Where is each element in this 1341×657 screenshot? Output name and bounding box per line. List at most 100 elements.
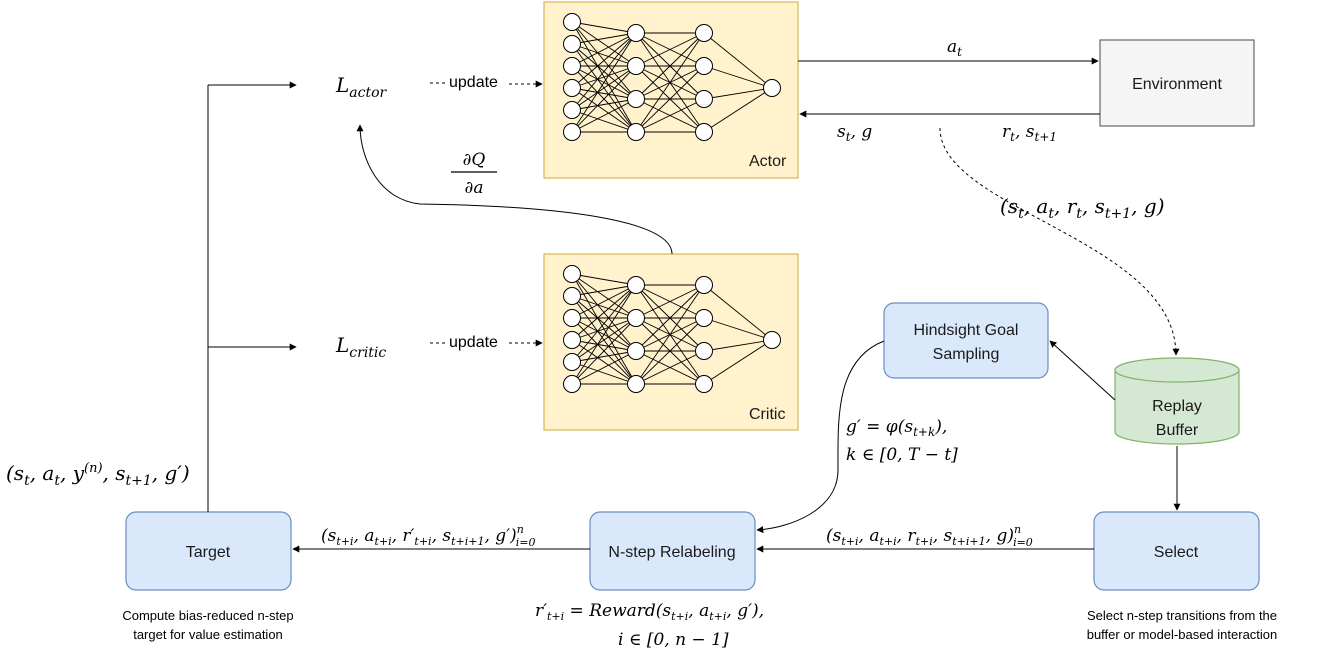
actor-network-graph: [563, 13, 781, 141]
reward-relabel-line2: i ∈ [0, n − 1]: [618, 630, 729, 650]
network-connection: [571, 65, 637, 89]
network-connection: [635, 350, 705, 385]
select-caption-line1: Select n-step transitions from the: [1087, 608, 1277, 623]
network-connection: [571, 295, 637, 319]
network-neuron: [763, 331, 781, 349]
network-connection: [571, 21, 637, 67]
network-neuron: [563, 331, 581, 349]
network-connection: [635, 32, 705, 100]
select-label: Select: [1154, 544, 1199, 561]
network-connection: [571, 284, 637, 297]
network-connection: [635, 65, 705, 133]
network-neuron: [627, 375, 645, 393]
target-label: Target: [186, 544, 231, 561]
network-connection: [571, 317, 637, 363]
network-connection: [635, 98, 705, 133]
replay-buffer-node: Replay Buffer: [1114, 357, 1240, 445]
actor-label: Actor: [749, 153, 787, 170]
network-connection: [571, 65, 637, 133]
network-neuron: [695, 309, 713, 327]
network-neuron: [695, 24, 713, 42]
network-neuron: [627, 57, 645, 75]
network-neuron: [695, 375, 713, 393]
network-neuron: [563, 375, 581, 393]
network-connection: [571, 350, 637, 385]
network-connection: [635, 284, 705, 319]
transition-tuple-label: (st, at, rt, st+1, g): [1000, 194, 1165, 222]
environment-node: Environment: [1099, 39, 1255, 127]
network-connection: [635, 32, 705, 133]
network-neuron: [563, 287, 581, 305]
network-connection: [703, 284, 773, 341]
network-neuron: [563, 265, 581, 283]
nstep-label: N-step Relabeling: [608, 544, 735, 561]
state-goal-label: st, g: [837, 122, 872, 144]
target-to-losses-edge: (st, at, y(n), st+1, g′): [6, 81, 297, 512]
target-tuple-label: (st, at, y(n), st+1, g′): [6, 461, 190, 489]
network-connection: [571, 284, 637, 341]
network-connection: [635, 317, 705, 385]
hindsight-label-line2: Sampling: [933, 346, 1000, 363]
critic-update-edge: update: [430, 334, 543, 351]
select-tuple-label: (st+i, at+i, rt+i, st+i+1, g)n i=0: [826, 523, 1033, 549]
network-connection: [703, 32, 773, 89]
network-connection: [571, 284, 637, 363]
network-connection: [571, 87, 637, 133]
network-connection: [571, 65, 637, 111]
critic-network-graph: [563, 265, 781, 393]
critic-loss-label: Lcritic: [335, 333, 386, 361]
target-caption-line1: Compute bias-reduced n-step: [122, 608, 293, 623]
network-connection: [703, 87, 773, 133]
network-connection: [571, 98, 637, 111]
network-neuron: [627, 309, 645, 327]
network-neuron: [627, 276, 645, 294]
critic-network: Critic: [543, 253, 799, 431]
policy-gradient-edge: ∂Q ∂a: [356, 124, 673, 255]
replay-to-hindsight-edge: [1049, 340, 1116, 401]
hindsight-goal-sampling-node: Hindsight Goal Sampling: [883, 302, 1049, 379]
network-neuron: [695, 276, 713, 294]
nstep-tuple-label: (st+i, at+i, r′t+i, st+i+1, g′)n i=0: [321, 523, 536, 549]
network-neuron: [627, 342, 645, 360]
network-connection: [571, 339, 637, 385]
network-neuron: [627, 123, 645, 141]
network-neuron: [563, 79, 581, 97]
nstep-to-target-edge: (st+i, at+i, r′t+i, st+i+1, g′)n i=0: [292, 523, 590, 553]
network-connection: [571, 32, 637, 111]
actor-network: Actor: [543, 1, 799, 179]
environment-label: Environment: [1132, 76, 1222, 93]
network-neuron: [695, 57, 713, 75]
network-connection: [571, 339, 637, 352]
network-neuron: [563, 353, 581, 371]
network-neuron: [563, 309, 581, 327]
nstep-relabeling-node: N-step Relabeling: [589, 511, 756, 591]
network-connection: [703, 65, 773, 89]
network-connection: [571, 98, 637, 133]
network-neuron: [627, 24, 645, 42]
actor-loss-label: Lactor: [335, 73, 388, 101]
transition-storage-edge: (st, at, rt, st+1, g): [939, 127, 1180, 356]
target-caption-line2: target for value estimation: [133, 627, 283, 642]
reward-next-label: rt, st+1: [1002, 122, 1057, 144]
replay-label-line2: Buffer: [1156, 422, 1199, 439]
critic-label: Critic: [749, 406, 785, 423]
network-connection: [571, 21, 637, 34]
action-edge: at: [798, 37, 1099, 65]
network-connection: [571, 87, 637, 100]
network-connection: [571, 109, 637, 133]
network-neuron: [563, 57, 581, 75]
network-connection: [703, 87, 773, 100]
network-neuron: [563, 123, 581, 141]
hindsight-label-line1: Hindsight Goal: [914, 322, 1019, 339]
network-neuron: [563, 13, 581, 31]
network-connection: [571, 32, 637, 45]
dq-denominator: ∂a: [465, 178, 484, 198]
dq-numerator: ∂Q: [463, 150, 486, 170]
select-to-nstep-edge: (st+i, at+i, rt+i, st+i+1, g)n i=0: [756, 523, 1094, 553]
select-node: Select: [1093, 511, 1260, 591]
network-connection: [571, 273, 637, 286]
network-connection: [571, 284, 637, 385]
network-connection: [571, 350, 637, 363]
actor-update-label: update: [449, 74, 498, 91]
action-label: at: [947, 37, 962, 59]
